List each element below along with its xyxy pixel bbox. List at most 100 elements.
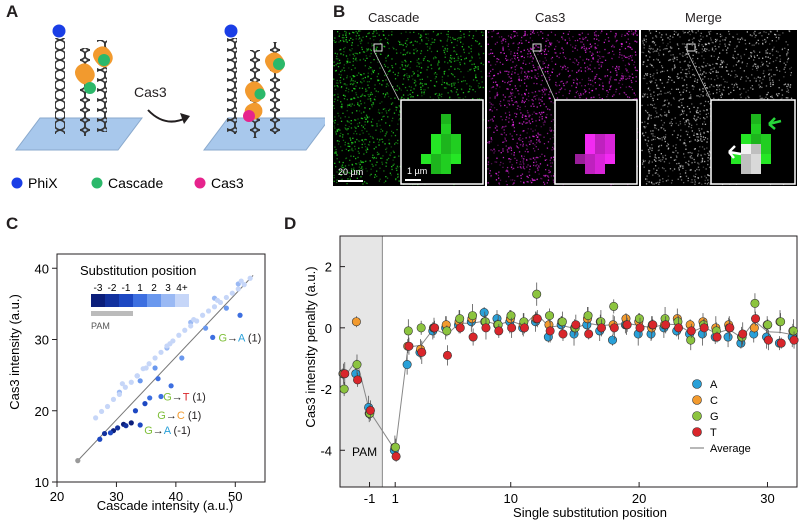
colorbar-swatch: [91, 294, 105, 307]
annotation-part: C: [177, 410, 185, 422]
inset-pixel: [605, 154, 615, 164]
inset-pixel: [751, 144, 761, 154]
scatter-point: [211, 304, 218, 310]
legend-marker: [692, 427, 702, 437]
data-point: [468, 311, 478, 321]
colorbar-tick-label: 4+: [176, 283, 188, 294]
inset-pixel: [761, 144, 771, 154]
legend-cascade-dot: [91, 177, 103, 189]
inset-pixel: [441, 124, 451, 134]
inset-pixel: [451, 144, 461, 154]
data-point: [674, 323, 684, 333]
data-point: [532, 289, 542, 299]
inset-pixel: [431, 144, 441, 154]
inset-pixel: [595, 134, 605, 144]
inset-pixel: [441, 144, 451, 154]
scatter-point: [116, 391, 122, 397]
colorbar-swatch: [105, 294, 119, 307]
legend-g-label: G: [710, 411, 719, 423]
micro-image-cas3: [487, 30, 639, 186]
inset-pixel: [441, 164, 451, 174]
inset-pixel: [751, 134, 761, 144]
annotation-part: T: [183, 392, 190, 404]
scatter-point: [176, 332, 182, 338]
inset-pixel: [431, 154, 441, 164]
data-point: [402, 360, 412, 370]
inset-pixel: [431, 164, 441, 174]
scatter-point: [158, 349, 164, 355]
c-plot-frame: [56, 253, 266, 483]
pam-bar-label: PAM: [91, 321, 110, 331]
inset-pixel: [451, 154, 461, 164]
micro-title-cascade: Cascade: [368, 10, 419, 25]
inset-pixel: [605, 144, 615, 154]
dna-strand: [227, 38, 237, 134]
data-point: [583, 311, 593, 321]
scatter-point: [119, 381, 125, 387]
inset-pixel: [585, 144, 595, 154]
data-point: [455, 323, 465, 333]
inset-pixel: [605, 134, 615, 144]
inset-pixel: [741, 154, 751, 164]
inset-pixel: [751, 164, 761, 174]
data-point: [609, 323, 619, 333]
data-point: [340, 369, 350, 379]
inset-pixel: [595, 164, 605, 174]
annotation-part: G: [163, 392, 172, 404]
scatter-point: [210, 334, 216, 340]
scatter-point: [200, 312, 206, 318]
scatter-point: [167, 341, 173, 347]
scatter-point: [98, 408, 105, 415]
colorbar-tick-label: -3: [94, 283, 103, 294]
scatter-point: [146, 361, 152, 367]
inset-pixel: [441, 134, 451, 144]
scatter-point: [168, 383, 174, 389]
scatter-point: [143, 365, 149, 371]
d-xtick-label: 20: [632, 491, 646, 506]
cascade-dot: [84, 82, 96, 94]
c-ytick-label: 20: [35, 404, 49, 419]
inset-pixel: [595, 154, 605, 164]
scatter-point: [104, 403, 111, 410]
scatter-point: [128, 420, 134, 426]
cascade-dot: [254, 88, 266, 100]
data-point: [442, 326, 452, 336]
data-point: [738, 329, 748, 339]
c-ytick-label: 30: [35, 333, 49, 348]
dna-strand: [80, 48, 90, 136]
panel-label-d: D: [284, 214, 297, 233]
scatter-point: [152, 355, 158, 361]
d-xtick-label: 10: [503, 491, 517, 506]
scatter-point: [97, 436, 103, 442]
annotation-part: A: [164, 425, 172, 437]
inset-pixel: [741, 164, 751, 174]
inset-pixel: [761, 154, 771, 164]
d-xtick-label: 30: [760, 491, 774, 506]
scatter-point: [93, 415, 99, 421]
fit-line: [77, 275, 254, 461]
data-point: [763, 320, 773, 330]
micro-image-merge: [641, 30, 797, 186]
mutation-annotation: G→T (1): [163, 392, 206, 404]
legend-marker: [692, 395, 702, 405]
annotation-part: (-1): [170, 425, 190, 437]
scatter-point: [238, 278, 244, 284]
scatter-point: [191, 316, 197, 323]
legend-average-label: Average: [710, 443, 751, 455]
micro-title-cas3: Cas3: [535, 10, 565, 25]
cascade-dot: [273, 58, 285, 70]
data-point: [365, 405, 375, 415]
data-point: [648, 320, 658, 330]
scatter-point: [107, 430, 114, 436]
scatter-point: [110, 396, 117, 402]
arrow-head: [180, 113, 190, 124]
scatter-point: [132, 408, 139, 414]
inset-pixel: [441, 154, 451, 164]
scatter-point: [205, 308, 212, 314]
d-ytick-label: -2: [320, 382, 332, 397]
scatter-point: [202, 325, 209, 331]
colorbar-swatch: [161, 294, 175, 307]
data-point: [442, 350, 452, 360]
inset-pixel: [585, 154, 595, 164]
data-point: [390, 442, 400, 452]
